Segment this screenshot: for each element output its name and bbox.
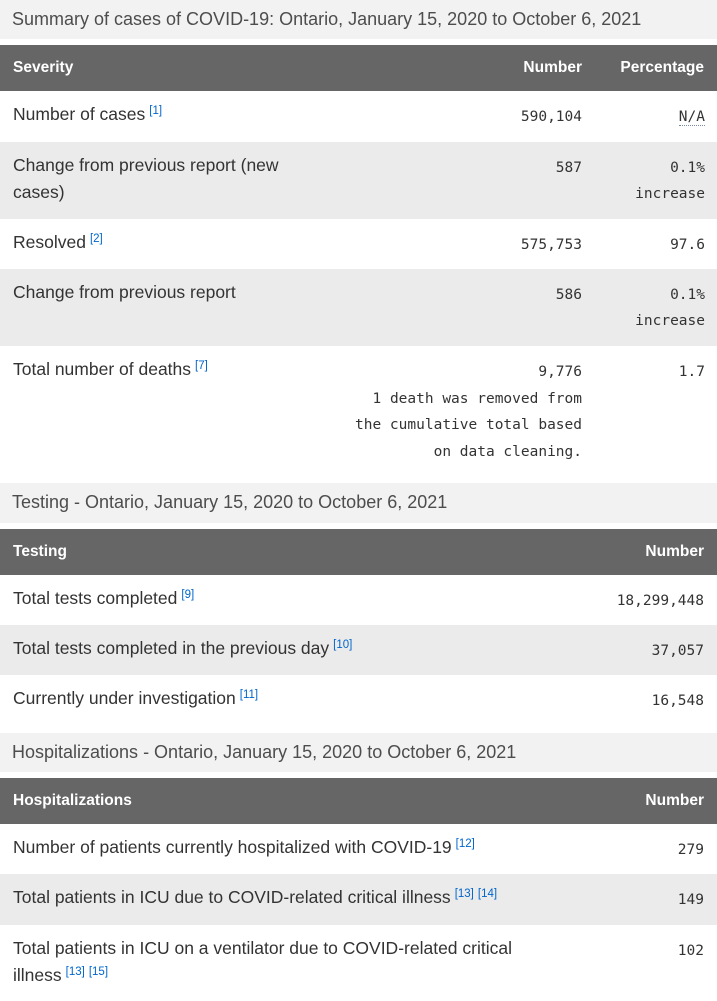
table-caption: Testing - Ontario, January 15, 2020 to O… bbox=[0, 483, 717, 523]
footnote-link[interactable]: [15] bbox=[88, 966, 109, 979]
row-label: Resolved bbox=[13, 231, 86, 252]
row-percentage-value: 1.7 bbox=[678, 363, 705, 380]
footnote-link[interactable]: [7] bbox=[195, 359, 208, 372]
row-number-value: 590,104 bbox=[520, 109, 582, 126]
row-label: Currently under investigation bbox=[13, 688, 236, 709]
footnote-link[interactable]: [12] bbox=[455, 838, 475, 851]
column-header: Severity bbox=[0, 45, 335, 92]
row-number-cell: 18,299,448 bbox=[585, 575, 717, 625]
column-header: Percentage bbox=[595, 45, 717, 92]
row-number-cell: 16,548 bbox=[585, 675, 717, 725]
table-caption: Hospitalizations - Ontario, January 15, … bbox=[0, 732, 717, 773]
row-label-cell: Total patients in ICU on a ventilator du… bbox=[0, 925, 585, 1001]
footnote-link[interactable]: [2] bbox=[89, 232, 103, 245]
row-label-cell: Change from previous report (new cases) bbox=[0, 142, 335, 219]
footnote-link[interactable]: [10] bbox=[333, 638, 353, 651]
row-number-cell: 9,776 1 death was removed from the cumula… bbox=[335, 346, 595, 477]
row-label: Total tests completed bbox=[13, 587, 178, 608]
row-label: Number of patients currently hospitalize… bbox=[13, 837, 452, 858]
footnote-link[interactable]: [14] bbox=[477, 888, 498, 901]
table-caption: Summary of cases of COVID-19: Ontario, J… bbox=[0, 0, 717, 40]
footnote-link[interactable]: [9] bbox=[181, 588, 195, 601]
footnote-link[interactable]: [11] bbox=[239, 689, 259, 702]
table-header-row: Testing Number bbox=[0, 528, 717, 575]
column-header: Testing bbox=[0, 528, 585, 575]
table-row: Total patients in ICU on a ventilator du… bbox=[0, 924, 717, 1001]
not-applicable-abbr: N/A bbox=[678, 109, 705, 127]
row-percentage-value: 0.1% increase bbox=[635, 286, 705, 330]
row-number-value: 37,057 bbox=[651, 642, 704, 659]
row-number-cell: 279 bbox=[585, 824, 717, 874]
row-number-value: 18,299,448 bbox=[616, 592, 704, 609]
row-percentage-cell: 1.7 bbox=[595, 346, 717, 477]
data-table: Hospitalizations Number Number of patients… bbox=[0, 778, 717, 1001]
row-number-cell: 587 bbox=[335, 142, 595, 219]
column-header: Number bbox=[585, 778, 717, 825]
row-label-cell: Total patients in ICU due to COVID-relat… bbox=[0, 874, 585, 924]
footnote-link[interactable]: [13] bbox=[65, 966, 85, 979]
row-number-cell: 590,104 bbox=[335, 91, 595, 141]
row-percentage-value: 97.6 bbox=[670, 236, 705, 253]
table-row: Total patients in ICU due to COVID-relat… bbox=[0, 874, 717, 925]
row-label-cell: Number of patients currently hospitalize… bbox=[0, 824, 585, 874]
row-number-cell: 575,753 bbox=[335, 219, 595, 269]
table-header-row: Severity Number Percentage bbox=[0, 45, 717, 92]
row-label-cell: Total number of deaths [7] bbox=[0, 346, 335, 477]
table-row: Change from previous report (new cases) 5… bbox=[0, 141, 717, 219]
data-table: Testing Number Total tests completed [9] 18,… bbox=[0, 528, 717, 726]
table-row: Number of cases [1] 590,104 N/A bbox=[0, 91, 717, 142]
row-number-value: 279 bbox=[677, 842, 704, 859]
row-number-value: 587 bbox=[555, 159, 582, 176]
footnote-link[interactable]: [1] bbox=[149, 105, 163, 118]
row-number-note: 1 death was removed from the cumulative … bbox=[355, 391, 582, 460]
row-number-value: 575,753 bbox=[520, 236, 582, 253]
table-header-row: Hospitalizations Number bbox=[0, 778, 717, 825]
row-label-cell: Total tests completed in the previous da… bbox=[0, 625, 585, 675]
table-row: Resolved [2] 575,753 97.6 bbox=[0, 218, 717, 269]
table-row: Total number of deaths [7] 9,776 1 death wa… bbox=[0, 345, 717, 477]
row-label-cell: Currently under investigation [11] bbox=[0, 675, 585, 725]
row-number-cell: 37,057 bbox=[585, 625, 717, 675]
row-label: Total patients in ICU due to COVID-relat… bbox=[13, 887, 451, 908]
table-row: Total tests completed [9] 18,299,448 bbox=[0, 574, 717, 625]
row-label: Total tests completed in the previous da… bbox=[13, 637, 330, 658]
row-percentage-cell: 0.1% increase bbox=[595, 269, 717, 346]
row-number-value: 9,776 bbox=[538, 363, 582, 380]
row-label: Change from previous report (new cases) bbox=[13, 154, 279, 203]
row-label: Total number of deaths bbox=[13, 358, 192, 379]
column-header: Hospitalizations bbox=[0, 778, 585, 825]
table-row: Total tests completed in the previous da… bbox=[0, 624, 717, 676]
footnote-link[interactable]: [13] bbox=[454, 888, 474, 901]
column-header: Number bbox=[585, 528, 717, 575]
row-label-cell: Resolved [2] bbox=[0, 219, 335, 269]
row-percentage-cell: N/A bbox=[595, 91, 717, 141]
row-number-cell: 586 bbox=[335, 269, 595, 346]
row-label: Change from previous report bbox=[13, 281, 236, 302]
row-number-value: 16,548 bbox=[651, 693, 704, 710]
table-row: Change from previous report 586 0.1% incre… bbox=[0, 268, 717, 346]
row-percentage-cell: 0.1% increase bbox=[595, 142, 717, 219]
row-number-cell: 102 bbox=[585, 925, 717, 1001]
row-number-value: 586 bbox=[555, 286, 582, 303]
table-section: Hospitalizations - Ontario, January 15, … bbox=[0, 732, 717, 1001]
row-label: Number of cases bbox=[13, 104, 146, 125]
column-header: Number bbox=[335, 45, 595, 92]
row-percentage-cell: 97.6 bbox=[595, 219, 717, 269]
table-section: Testing - Ontario, January 15, 2020 to O… bbox=[0, 483, 717, 726]
row-number-value: 102 bbox=[677, 942, 704, 959]
row-number-value: 149 bbox=[677, 892, 704, 909]
row-number-cell: 149 bbox=[585, 874, 717, 924]
row-percentage-value: 0.1% increase bbox=[635, 159, 705, 203]
row-label-cell: Change from previous report bbox=[0, 269, 335, 346]
row-label-cell: Total tests completed [9] bbox=[0, 575, 585, 625]
table-section: Summary of cases of COVID-19: Ontario, J… bbox=[0, 0, 717, 477]
data-table: Severity Number Percentage Number of cases[… bbox=[0, 45, 717, 477]
row-label-cell: Number of cases [1] bbox=[0, 91, 335, 141]
table-row: Number of patients currently hospitalize… bbox=[0, 824, 717, 875]
table-row: Currently under investigation [11] 16,548 bbox=[0, 675, 717, 726]
